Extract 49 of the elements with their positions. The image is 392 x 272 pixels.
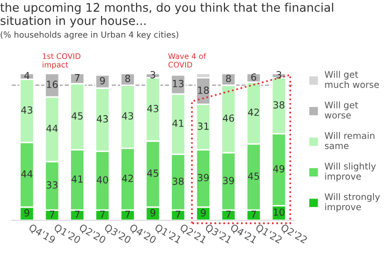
data-label: 7 bbox=[100, 210, 105, 218]
legend-label: Will get much worse bbox=[324, 70, 379, 88]
data-label: 41 bbox=[172, 120, 184, 127]
data-label: 42 bbox=[122, 174, 133, 182]
data-label: 16 bbox=[46, 80, 58, 88]
data-label: 7 bbox=[176, 210, 180, 218]
data-label: 9 bbox=[100, 76, 105, 84]
data-label: 7 bbox=[50, 210, 54, 218]
legend-label: Will remain same bbox=[324, 132, 374, 150]
data-label: 46 bbox=[222, 114, 234, 122]
data-label: 10 bbox=[274, 208, 284, 216]
data-label: 7 bbox=[226, 210, 231, 218]
data-label: 9 bbox=[200, 209, 206, 217]
data-label: 42 bbox=[248, 108, 259, 116]
data-label: 43 bbox=[147, 104, 158, 112]
data-label: 43 bbox=[122, 112, 134, 120]
data-label: 7 bbox=[251, 210, 256, 218]
data-label: 4 bbox=[24, 72, 30, 80]
data-label: 33 bbox=[46, 181, 58, 189]
data-label: 7 bbox=[74, 210, 80, 218]
data-label: 9 bbox=[150, 209, 156, 217]
data-label: 7 bbox=[125, 210, 130, 218]
data-label: 49 bbox=[273, 165, 284, 172]
data-label: 43 bbox=[96, 115, 108, 123]
data-label: 7 bbox=[74, 74, 80, 82]
data-label: 38 bbox=[172, 178, 184, 185]
chart-subtitle: (% households agree in Urban 4 key cities) bbox=[0, 31, 178, 40]
legend-label: Will slightly improve bbox=[324, 162, 376, 182]
data-label: 8 bbox=[226, 74, 231, 82]
data-label: 31 bbox=[198, 122, 209, 130]
data-label: 45 bbox=[72, 112, 83, 120]
data-label: 18 bbox=[198, 86, 209, 94]
legend-label: Will get worse bbox=[324, 101, 358, 119]
data-label: 6 bbox=[251, 73, 256, 81]
data-label: 38 bbox=[273, 101, 284, 109]
data-label: 39 bbox=[198, 174, 209, 182]
data-label: 40 bbox=[96, 176, 108, 184]
data-label: 39 bbox=[223, 176, 234, 184]
data-label: 8 bbox=[125, 74, 130, 82]
data-label: 45 bbox=[147, 170, 158, 177]
data-label: 9 bbox=[24, 209, 30, 217]
data-label: 41 bbox=[72, 176, 83, 183]
data-label: 44 bbox=[21, 170, 33, 178]
legend-label: Will strongly improve bbox=[324, 193, 380, 212]
chart-title: the upcoming 12 months, do you think that the financial situation in your house... bbox=[0, 2, 334, 28]
data-label: 43 bbox=[21, 106, 32, 114]
data-label: 44 bbox=[46, 124, 58, 132]
data-label: 13 bbox=[172, 80, 184, 88]
data-label: 45 bbox=[248, 172, 260, 180]
